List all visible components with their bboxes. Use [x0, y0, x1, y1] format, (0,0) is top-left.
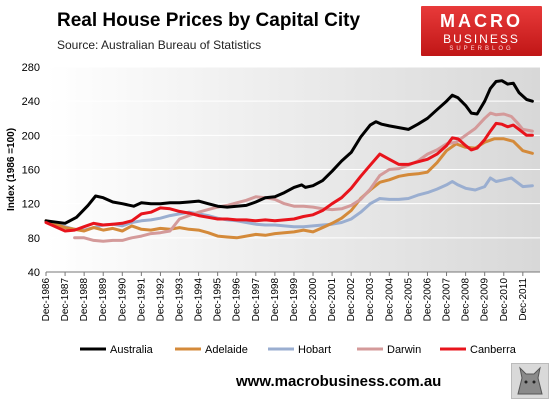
website-url[interactable]: www.macrobusiness.com.au [236, 373, 442, 390]
x-tick-label: Dec-1991 [136, 278, 147, 322]
x-tick-label: Dec-2003 [365, 278, 376, 322]
x-tick-label: Dec-2008 [461, 278, 472, 322]
x-tick-label: Dec-2010 [499, 278, 510, 322]
y-tick-label: 80 [28, 233, 40, 245]
x-tick-label: Dec-1998 [270, 278, 281, 322]
logo-line-macro: MACRO [440, 11, 523, 31]
y-tick-label: 200 [22, 130, 40, 142]
series-lines [44, 79, 534, 243]
logo-line-business: BUSINESS [443, 32, 520, 46]
legend: Australia Adelaide Hobart Darwin Canberra [80, 344, 517, 356]
x-tick-label: Dec-2004 [384, 278, 395, 322]
x-tick-label: Dec-2005 [403, 278, 414, 322]
x-tick-label: Dec-1986 [41, 278, 52, 322]
legend-label-canberra: Canberra [470, 344, 517, 356]
legend-label-australia: Australia [110, 344, 154, 356]
series-line-adelaide [44, 137, 534, 240]
legend-label-darwin: Darwin [387, 344, 421, 356]
y-tick-label: 280 [22, 62, 40, 74]
x-tick-label: Dec-1989 [98, 278, 109, 322]
chart-title: Real House Prices by Capital City [57, 10, 361, 31]
legend-label-hobart: Hobart [298, 344, 331, 356]
x-tick-label: Dec-1987 [60, 278, 71, 322]
macrobusiness-logo: MACRO BUSINESS SUPERBLOG [421, 6, 542, 56]
series-line-australia [44, 79, 534, 225]
x-tick-label: Dec-1988 [79, 278, 90, 322]
y-axis-label: Index (1986 =100) [6, 128, 17, 211]
x-tick-label: Dec-2000 [308, 278, 319, 322]
legend-label-adelaide: Adelaide [205, 344, 248, 356]
x-tick-label: Dec-1994 [194, 278, 205, 322]
x-tick-label: Dec-2006 [422, 278, 433, 322]
x-axis: Dec-1986 Dec-1987 Dec-1988 Dec-1989 Dec-1990… [41, 272, 529, 321]
x-tick-label: Dec-2001 [327, 278, 338, 322]
chart-subtitle: Source: Australian Bureau of Statistics [57, 38, 262, 52]
y-tick-label: 160 [22, 165, 40, 177]
x-tick-label: Dec-2009 [480, 278, 491, 322]
x-tick-label: Dec-1995 [213, 278, 224, 322]
wolf-logo-icon [511, 363, 549, 399]
x-tick-label: Dec-2011 [518, 278, 529, 321]
x-tick-label: Dec-2007 [442, 278, 453, 322]
series-line-hobart [44, 176, 534, 232]
y-tick-label: 120 [22, 199, 40, 211]
x-tick-label: Dec-1992 [155, 278, 166, 322]
x-tick-label: Dec-1997 [251, 278, 262, 322]
y-axis: 40 80 120 160 200 240 280 [22, 62, 540, 279]
x-tick-label: Dec-1999 [289, 278, 300, 322]
series-line-canberra [44, 121, 534, 233]
y-tick-label: 240 [22, 96, 40, 108]
logo-line-superblog: SUPERBLOG [449, 46, 514, 52]
series-line-darwin [73, 111, 534, 243]
x-tick-label: Dec-1993 [175, 278, 186, 322]
x-tick-label: Dec-1996 [232, 278, 243, 322]
y-tick-label: 40 [28, 267, 40, 279]
x-tick-label: Dec-2002 [346, 278, 357, 322]
x-tick-label: Dec-1990 [117, 278, 128, 322]
